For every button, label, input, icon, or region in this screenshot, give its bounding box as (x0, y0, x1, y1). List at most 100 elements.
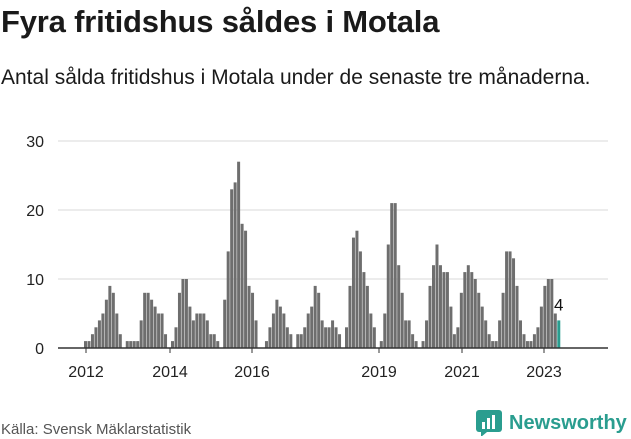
bar (230, 189, 234, 348)
bar (355, 230, 359, 348)
bar (320, 320, 324, 348)
bar (508, 251, 512, 348)
bar (306, 313, 310, 348)
bar (223, 299, 227, 348)
bar (550, 279, 554, 348)
bar (543, 285, 547, 348)
bar (184, 279, 188, 348)
bar (348, 285, 352, 348)
chart-title: Fyra fritidshus såldes i Motala (1, 4, 440, 39)
bar (386, 244, 390, 348)
gridlines (58, 140, 608, 280)
bar (247, 285, 251, 348)
bar (282, 313, 286, 348)
bar (94, 327, 98, 348)
brand-logo[interactable]: Newsworthy (476, 408, 627, 438)
bar (164, 334, 168, 348)
bar (491, 341, 495, 348)
bar (174, 327, 178, 348)
bars (84, 161, 561, 348)
bar (414, 341, 418, 348)
bar (157, 313, 161, 348)
bar (428, 285, 432, 348)
bar (501, 292, 505, 348)
bar (452, 334, 456, 348)
bar (299, 334, 303, 348)
bar (432, 265, 435, 348)
bar (407, 320, 411, 348)
bar (251, 292, 255, 348)
bar (449, 306, 453, 348)
bar (244, 230, 248, 348)
x-tick-label: 2019 (361, 364, 397, 381)
bar (383, 313, 387, 348)
bar (498, 320, 502, 348)
bar (150, 299, 154, 348)
latest-value-label: 4 (554, 295, 563, 314)
bar (358, 251, 362, 348)
bar (522, 334, 526, 348)
bar (331, 320, 335, 348)
bar (188, 306, 192, 348)
bar (313, 285, 317, 348)
bar (233, 182, 237, 348)
bar (442, 272, 446, 348)
bar (275, 299, 279, 348)
bar (146, 292, 150, 348)
y-tick-label: 0 (35, 341, 44, 358)
bar (351, 237, 355, 348)
y-tick-label: 30 (26, 134, 44, 151)
x-tick-label: 2012 (68, 364, 104, 381)
bar (421, 341, 425, 348)
x-tick-label: 2014 (152, 364, 188, 381)
bar (369, 313, 373, 348)
bar (129, 341, 133, 348)
y-tick-label: 20 (26, 203, 44, 220)
bar (463, 272, 467, 348)
bar (198, 313, 202, 348)
bar (390, 203, 394, 348)
bar (108, 285, 112, 348)
bar (87, 341, 91, 348)
bar (404, 320, 408, 348)
bar (393, 203, 397, 348)
data-labels: 4 (554, 295, 563, 314)
bar (525, 341, 529, 348)
bar (345, 327, 348, 348)
x-tick-label: 2023 (526, 364, 562, 381)
bar (470, 272, 474, 348)
bar (177, 292, 181, 348)
bar (379, 341, 383, 348)
bar (226, 251, 230, 348)
bar (324, 327, 328, 348)
bar (181, 279, 185, 348)
newsworthy-chart-icon (476, 410, 502, 436)
bar (484, 320, 488, 348)
bar (362, 272, 366, 348)
bar (264, 341, 268, 348)
bar (240, 223, 244, 348)
source-note: Källa: Svensk Mäklarstatistik (1, 421, 192, 438)
bar (202, 313, 206, 348)
bar-latest (557, 320, 561, 348)
bar (532, 334, 536, 348)
bar (195, 313, 199, 348)
bar (512, 258, 516, 348)
bar (473, 279, 477, 348)
bar (480, 306, 484, 348)
bar (435, 244, 439, 348)
bar (519, 320, 522, 348)
y-tick-label: 10 (26, 272, 44, 289)
bar (553, 313, 557, 348)
bar (268, 327, 272, 348)
bar (160, 313, 164, 348)
bar (111, 292, 115, 348)
bar (285, 327, 289, 348)
bar (466, 265, 470, 348)
bar (459, 292, 463, 348)
bar (546, 279, 550, 348)
bar-chart: 0 10 20 30 2012 2014 2016 2019 2021 2023 4 (26, 134, 608, 381)
bar (411, 334, 415, 348)
bar (317, 292, 321, 348)
bar (84, 341, 87, 348)
